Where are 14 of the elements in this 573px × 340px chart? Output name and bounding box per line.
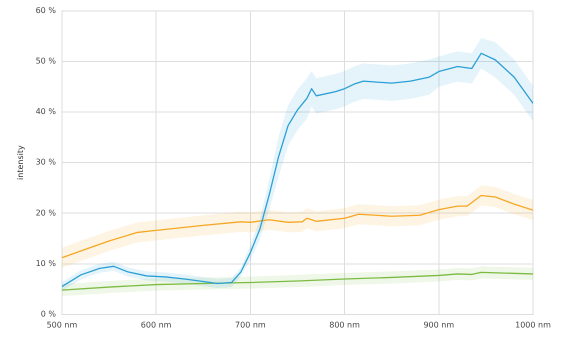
y-axis-title: intensity	[16, 144, 25, 180]
x-tick-label: 1000 nm	[515, 320, 552, 330]
y-tick-label: 0 %	[40, 309, 56, 318]
y-tick-label: 60 %	[36, 6, 56, 15]
y-tick-label: 10 %	[36, 258, 56, 268]
y-tick-label: 30 %	[36, 158, 56, 167]
x-tick-label: 900 nm	[423, 320, 454, 330]
y-tick-label: 20 %	[36, 208, 56, 218]
x-tick-label: 700 nm	[235, 320, 266, 330]
x-tick-label: 800 nm	[329, 320, 360, 330]
x-tick-label: 500 nm	[46, 320, 78, 330]
y-tick-label: 40 %	[36, 107, 56, 116]
y-tick-label: 50 %	[36, 56, 56, 66]
x-tick-label: 600 nm	[140, 320, 172, 330]
